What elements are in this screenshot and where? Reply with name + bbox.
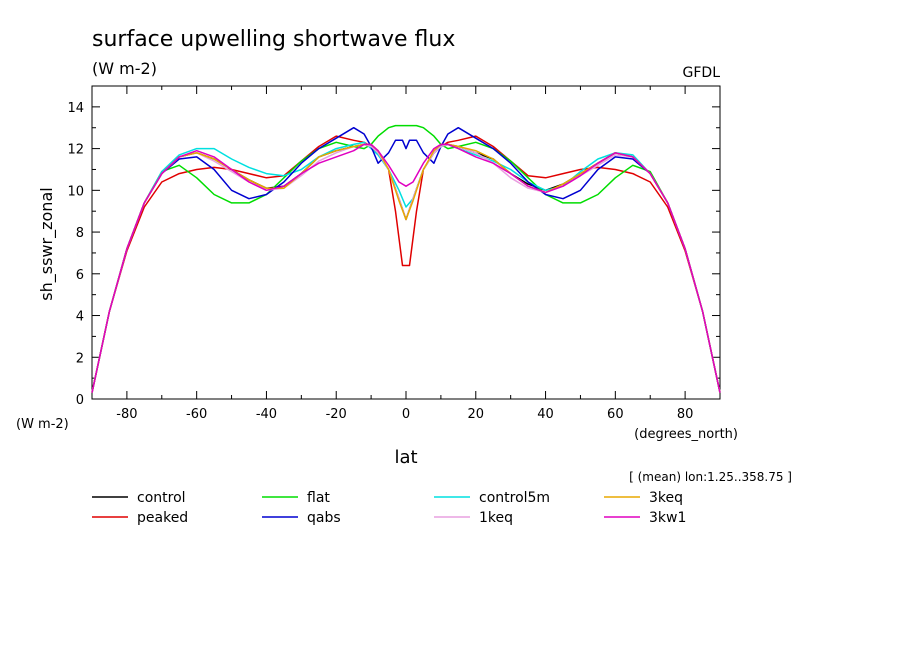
legend-label-control5m: control5m xyxy=(479,490,550,506)
x-tick-label: -80 xyxy=(116,407,137,422)
y-tick-label: 6 xyxy=(76,268,84,283)
x-tick-label: 20 xyxy=(468,407,485,422)
y-tick-label: 4 xyxy=(76,310,84,325)
series-lines xyxy=(91,124,721,393)
x-tick-label: -20 xyxy=(326,407,347,422)
plot-frame xyxy=(91,85,721,400)
legend-label-flat: flat xyxy=(307,490,330,506)
chart-subtitle-units: (W m-2) xyxy=(92,59,157,78)
x-tick-label: -60 xyxy=(186,407,207,422)
legend-label-3keq: 3keq xyxy=(649,490,683,506)
y-tick-label: 12 xyxy=(67,143,84,158)
x-tick-label: 80 xyxy=(677,407,694,422)
chart-title: surface upwelling shortwave flux xyxy=(92,27,455,52)
x-axis-units: (degrees_north) xyxy=(634,427,738,442)
series-line-control5m xyxy=(91,141,721,393)
series-line-flat xyxy=(91,124,721,393)
x-tick-label: 0 xyxy=(402,407,410,422)
x-tick-label: -40 xyxy=(256,407,277,422)
y-tick-label: 0 xyxy=(76,393,84,408)
series-line-peaked xyxy=(91,135,721,393)
legend-label-qabs: qabs xyxy=(307,510,341,526)
series-line-control xyxy=(91,143,721,393)
x-axis-label: lat xyxy=(394,447,417,468)
legend: control peaked flat qabs control5m 1keq 3keq 3k… xyxy=(92,490,686,526)
y-tick-label: 10 xyxy=(67,184,84,199)
averaging-note: [ (mean) lon:1.25..358.75 ] xyxy=(629,470,792,484)
plot-area: 0 2 4 6 8 10 12 14 -80 -60 -40 -20 0 20 40 60 80 xyxy=(67,85,721,422)
legend-label-1keq: 1keq xyxy=(479,510,513,526)
series-line-3kw1 xyxy=(91,143,721,393)
y-tick-label: 2 xyxy=(76,351,84,366)
series-line-1keq xyxy=(91,143,721,393)
y-tick-label: 14 xyxy=(67,101,84,116)
legend-label-control: control xyxy=(137,490,186,506)
x-axis: -80 -60 -40 -20 0 20 40 60 80 xyxy=(91,86,721,422)
series-line-3keq xyxy=(91,143,721,393)
y-axis-label: sh_sswr_zonal xyxy=(37,187,57,300)
y-axis-units: (W m-2) xyxy=(16,417,69,432)
y-tick-label: 8 xyxy=(76,226,84,241)
x-tick-label: 60 xyxy=(607,407,624,422)
legend-label-peaked: peaked xyxy=(137,510,188,526)
source-label: GFDL xyxy=(683,65,721,81)
series-line-qabs xyxy=(91,126,721,393)
y-axis: 0 2 4 6 8 10 12 14 xyxy=(67,101,720,408)
x-tick-label: 40 xyxy=(537,407,554,422)
legend-label-3kw1: 3kw1 xyxy=(649,510,686,526)
